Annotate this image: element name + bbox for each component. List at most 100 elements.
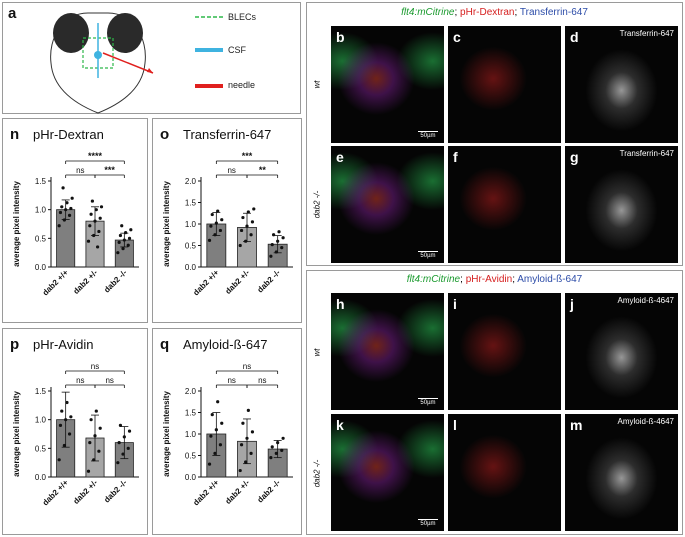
- data-point: [69, 415, 73, 419]
- micrograph-label: e: [336, 149, 344, 165]
- data-point: [249, 233, 253, 237]
- bottom-header: flt4:mCitrine; pHr-Avidin; Amyloid-ß-647: [406, 274, 583, 285]
- data-point: [121, 247, 125, 251]
- x-tick-label: dab2 +/+: [41, 478, 71, 508]
- data-point: [93, 434, 97, 438]
- y-axis-label: average pixel intensity: [162, 391, 171, 477]
- panel-p: p pHr-Avidin average pixel intensity 0.0 0.5…: [2, 328, 148, 535]
- x-tick-label: dab2 +/-: [224, 478, 252, 506]
- sig-label: ns: [76, 376, 84, 385]
- panel-label: q: [160, 336, 169, 353]
- y-tick-label: 1.0: [35, 206, 47, 215]
- chart-title: Transferrin-647: [183, 127, 271, 142]
- y-tick-label: 1.5: [35, 177, 47, 186]
- data-point: [121, 452, 125, 456]
- micrograph-label: g: [570, 149, 579, 165]
- micrograph-stain-label: Amyloid-ß-4647: [617, 417, 674, 426]
- chart-title: pHr-Dextran: [33, 127, 104, 142]
- y-tick-label: 0.5: [185, 242, 197, 251]
- data-point: [269, 456, 273, 460]
- x-tick-label: dab2 -/-: [102, 268, 129, 295]
- right-eye: [107, 13, 143, 53]
- y-tick-label: 1.5: [185, 409, 197, 418]
- data-point: [246, 408, 250, 412]
- sig-label: ns: [258, 376, 266, 385]
- data-point: [277, 230, 281, 234]
- panel-a: a BLECs CSF needle: [2, 2, 301, 114]
- data-point: [88, 441, 92, 445]
- panel-n: n pHr-Dextran average pixel intensity 0.0 0.…: [2, 118, 148, 323]
- scale-bar: 50µm: [418, 251, 438, 259]
- micrograph-i: i: [448, 293, 561, 410]
- micrograph-label: c: [453, 29, 461, 45]
- sig-label: ns: [76, 166, 84, 175]
- data-point: [274, 451, 278, 455]
- data-point: [90, 199, 95, 203]
- data-point: [276, 239, 280, 243]
- chart-title: Amyloid-ß-647: [183, 337, 268, 352]
- data-point: [210, 413, 214, 417]
- micrograph-label: f: [453, 149, 458, 165]
- data-point: [62, 443, 66, 448]
- micrograph-label: i: [453, 296, 457, 312]
- sig-label: ****: [88, 151, 103, 161]
- data-point: [126, 243, 130, 247]
- data-point: [58, 210, 63, 215]
- micrograph-label: k: [336, 417, 344, 433]
- micrograph-label: d: [570, 29, 579, 45]
- micrograph-stain-label: Transferrin-647: [619, 149, 674, 158]
- data-point: [238, 468, 242, 473]
- data-point: [207, 462, 212, 466]
- data-point: [92, 233, 96, 238]
- data-point: [249, 451, 253, 455]
- data-point: [60, 205, 64, 209]
- data-point: [238, 243, 242, 248]
- data-point: [210, 212, 214, 217]
- y-tick-label: 1.5: [185, 199, 197, 208]
- micrograph-k: k 50µm: [331, 414, 444, 531]
- micrograph-stain-label: Transferrin-647: [619, 29, 674, 38]
- left-eye: [53, 13, 89, 53]
- data-point: [269, 254, 273, 258]
- data-point: [214, 428, 218, 432]
- data-point: [58, 423, 63, 427]
- data-point: [64, 418, 68, 422]
- data-point: [97, 229, 101, 234]
- y-tick-label: 0.5: [185, 452, 197, 461]
- sig-label: ns: [227, 376, 235, 385]
- sig-label: ***: [104, 165, 115, 175]
- data-point: [67, 213, 72, 217]
- x-tick-label: dab2 +/+: [41, 268, 71, 298]
- data-point: [126, 446, 130, 450]
- scale-bar: 50µm: [418, 131, 438, 139]
- data-point: [117, 441, 121, 445]
- data-point: [94, 409, 98, 413]
- y-tick-label: 1.0: [35, 416, 47, 425]
- data-point: [92, 458, 96, 462]
- data-point: [216, 209, 220, 213]
- y-axis-label: average pixel intensity: [12, 181, 21, 267]
- row-label-dab2-top: dab2 -/-: [312, 190, 322, 218]
- y-tick-label: 2.0: [185, 387, 197, 396]
- data-point: [86, 239, 91, 243]
- panel-label-a: a: [8, 5, 17, 22]
- data-point: [93, 219, 97, 223]
- row-label-wt-bottom: wt: [312, 348, 322, 356]
- scale-bar: 50µm: [418, 519, 438, 527]
- panel-o: o Transferrin-647 average pixel intensity 0…: [152, 118, 302, 323]
- sig-label: **: [259, 165, 267, 175]
- data-point: [245, 436, 249, 440]
- data-point: [244, 460, 248, 464]
- data-point: [274, 250, 278, 254]
- legend-blec-label: BLECs: [228, 12, 257, 22]
- data-point: [122, 238, 126, 242]
- data-point: [99, 205, 104, 209]
- micrograph-d: d Transferrin-647: [565, 26, 678, 143]
- x-tick-label: dab2 -/-: [102, 478, 129, 505]
- data-point: [57, 458, 61, 462]
- chart-q-svg: q Amyloid-ß-647 average pixel intensity 0.0…: [160, 336, 293, 507]
- data-point: [241, 215, 245, 220]
- zebrafish-schematic: [50, 12, 154, 114]
- y-tick-label: 0.0: [35, 473, 47, 482]
- row-label-dab2-bottom: dab2 -/-: [312, 459, 322, 487]
